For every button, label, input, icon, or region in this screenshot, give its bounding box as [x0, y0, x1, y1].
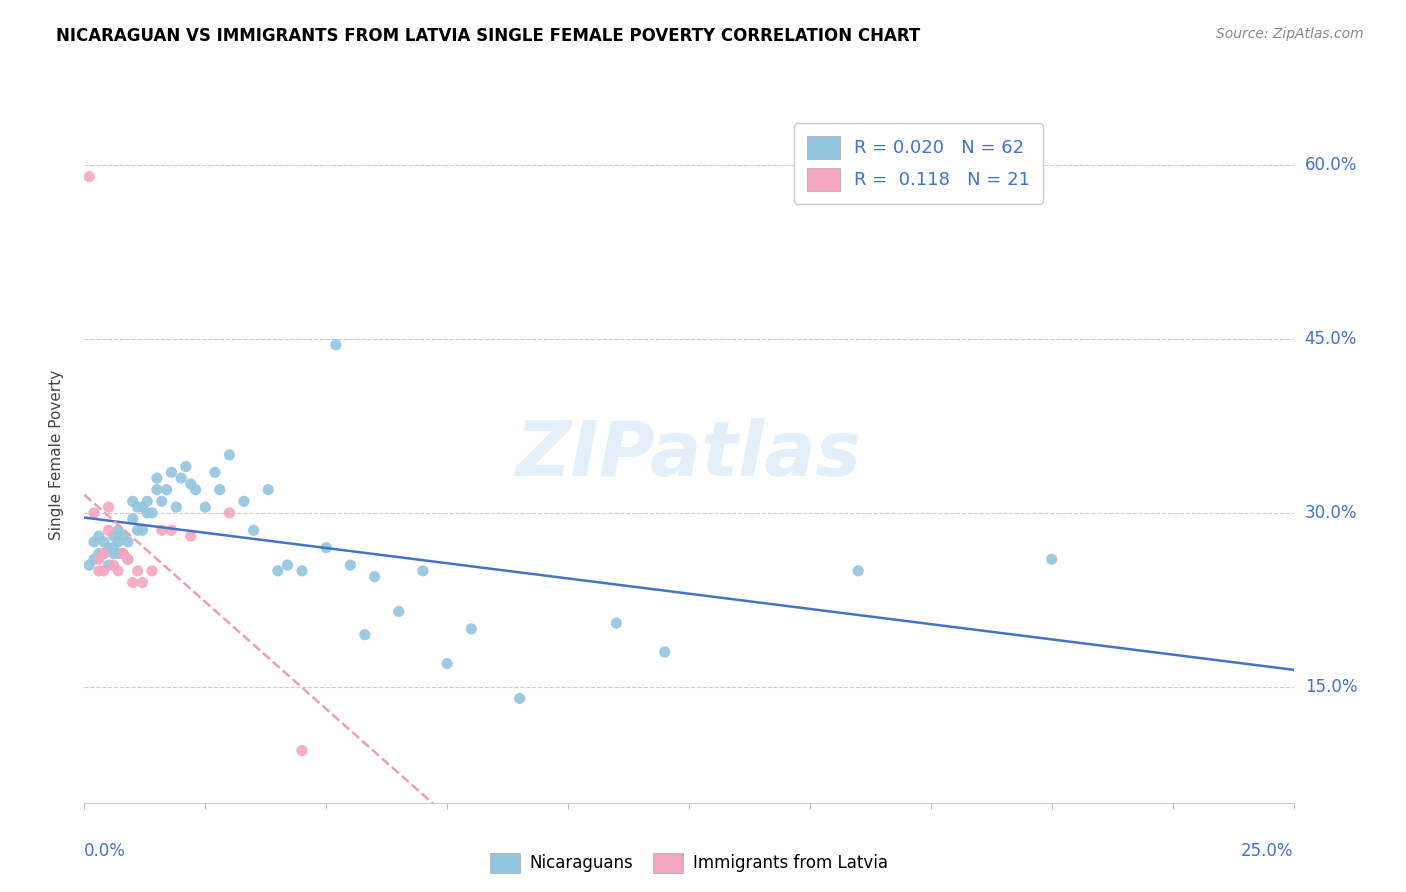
Point	[131, 575, 153, 590]
Point	[174, 459, 197, 474]
Point	[107, 564, 129, 578]
Point	[180, 529, 202, 543]
Point	[107, 534, 129, 549]
Text: 60.0%: 60.0%	[1305, 156, 1357, 174]
Point	[97, 541, 120, 555]
Point	[77, 169, 100, 184]
Text: 15.0%: 15.0%	[1305, 678, 1357, 696]
Point	[83, 552, 105, 566]
Text: 45.0%: 45.0%	[1305, 330, 1357, 348]
Point	[291, 744, 314, 758]
Point	[97, 523, 120, 537]
Point	[605, 615, 627, 630]
Point	[117, 552, 139, 566]
Point	[315, 541, 337, 555]
Point	[107, 546, 129, 561]
Text: 25.0%: 25.0%	[1241, 842, 1294, 860]
Point	[117, 552, 139, 566]
Point	[121, 575, 143, 590]
Point	[180, 476, 202, 491]
Point	[97, 558, 120, 573]
Point	[121, 494, 143, 508]
Point	[112, 546, 135, 561]
Point	[276, 558, 298, 573]
Point	[117, 534, 139, 549]
Point	[363, 570, 385, 584]
Point	[436, 657, 458, 671]
Point	[160, 466, 183, 480]
Point	[291, 564, 314, 578]
Point	[146, 483, 169, 497]
Point	[165, 500, 187, 514]
Point	[233, 494, 256, 508]
Point	[83, 506, 105, 520]
Legend: Nicaraguans, Immigrants from Latvia: Nicaraguans, Immigrants from Latvia	[482, 847, 896, 880]
Point	[170, 471, 193, 485]
Point	[136, 506, 159, 520]
Point	[460, 622, 482, 636]
Point	[103, 546, 125, 561]
Point	[146, 471, 169, 485]
Text: ZIPatlas: ZIPatlas	[516, 418, 862, 491]
Point	[121, 511, 143, 525]
Point	[242, 523, 264, 537]
Point	[131, 523, 153, 537]
Text: Source: ZipAtlas.com: Source: ZipAtlas.com	[1216, 27, 1364, 41]
Point	[846, 564, 869, 578]
Point	[107, 523, 129, 537]
Point	[654, 645, 676, 659]
Point	[257, 483, 280, 497]
Text: 30.0%: 30.0%	[1305, 504, 1357, 522]
Point	[141, 506, 163, 520]
Point	[87, 546, 110, 561]
Y-axis label: Single Female Poverty: Single Female Poverty	[49, 370, 63, 540]
Point	[127, 564, 149, 578]
Point	[509, 691, 531, 706]
Point	[160, 523, 183, 537]
Point	[103, 558, 125, 573]
Point	[412, 564, 434, 578]
Point	[184, 483, 207, 497]
Point	[141, 564, 163, 578]
Point	[208, 483, 231, 497]
Point	[127, 523, 149, 537]
Point	[87, 529, 110, 543]
Point	[87, 552, 110, 566]
Point	[150, 494, 173, 508]
Point	[93, 546, 115, 561]
Point	[204, 466, 226, 480]
Point	[112, 546, 135, 561]
Text: NICARAGUAN VS IMMIGRANTS FROM LATVIA SINGLE FEMALE POVERTY CORRELATION CHART: NICARAGUAN VS IMMIGRANTS FROM LATVIA SIN…	[56, 27, 921, 45]
Point	[194, 500, 217, 514]
Point	[218, 506, 240, 520]
Point	[77, 558, 100, 573]
Point	[103, 541, 125, 555]
Point	[93, 546, 115, 561]
Point	[136, 494, 159, 508]
Point	[339, 558, 361, 573]
Point	[218, 448, 240, 462]
Point	[83, 534, 105, 549]
Point	[267, 564, 290, 578]
Point	[325, 337, 347, 351]
Legend: R = 0.020   N = 62, R =  0.118   N = 21: R = 0.020 N = 62, R = 0.118 N = 21	[794, 123, 1043, 203]
Point	[93, 564, 115, 578]
Point	[127, 500, 149, 514]
Point	[131, 500, 153, 514]
Text: 0.0%: 0.0%	[84, 842, 127, 860]
Point	[87, 564, 110, 578]
Point	[103, 529, 125, 543]
Point	[1040, 552, 1063, 566]
Point	[97, 500, 120, 514]
Point	[150, 523, 173, 537]
Point	[388, 605, 411, 619]
Point	[112, 529, 135, 543]
Point	[93, 534, 115, 549]
Point	[155, 483, 177, 497]
Point	[354, 628, 377, 642]
